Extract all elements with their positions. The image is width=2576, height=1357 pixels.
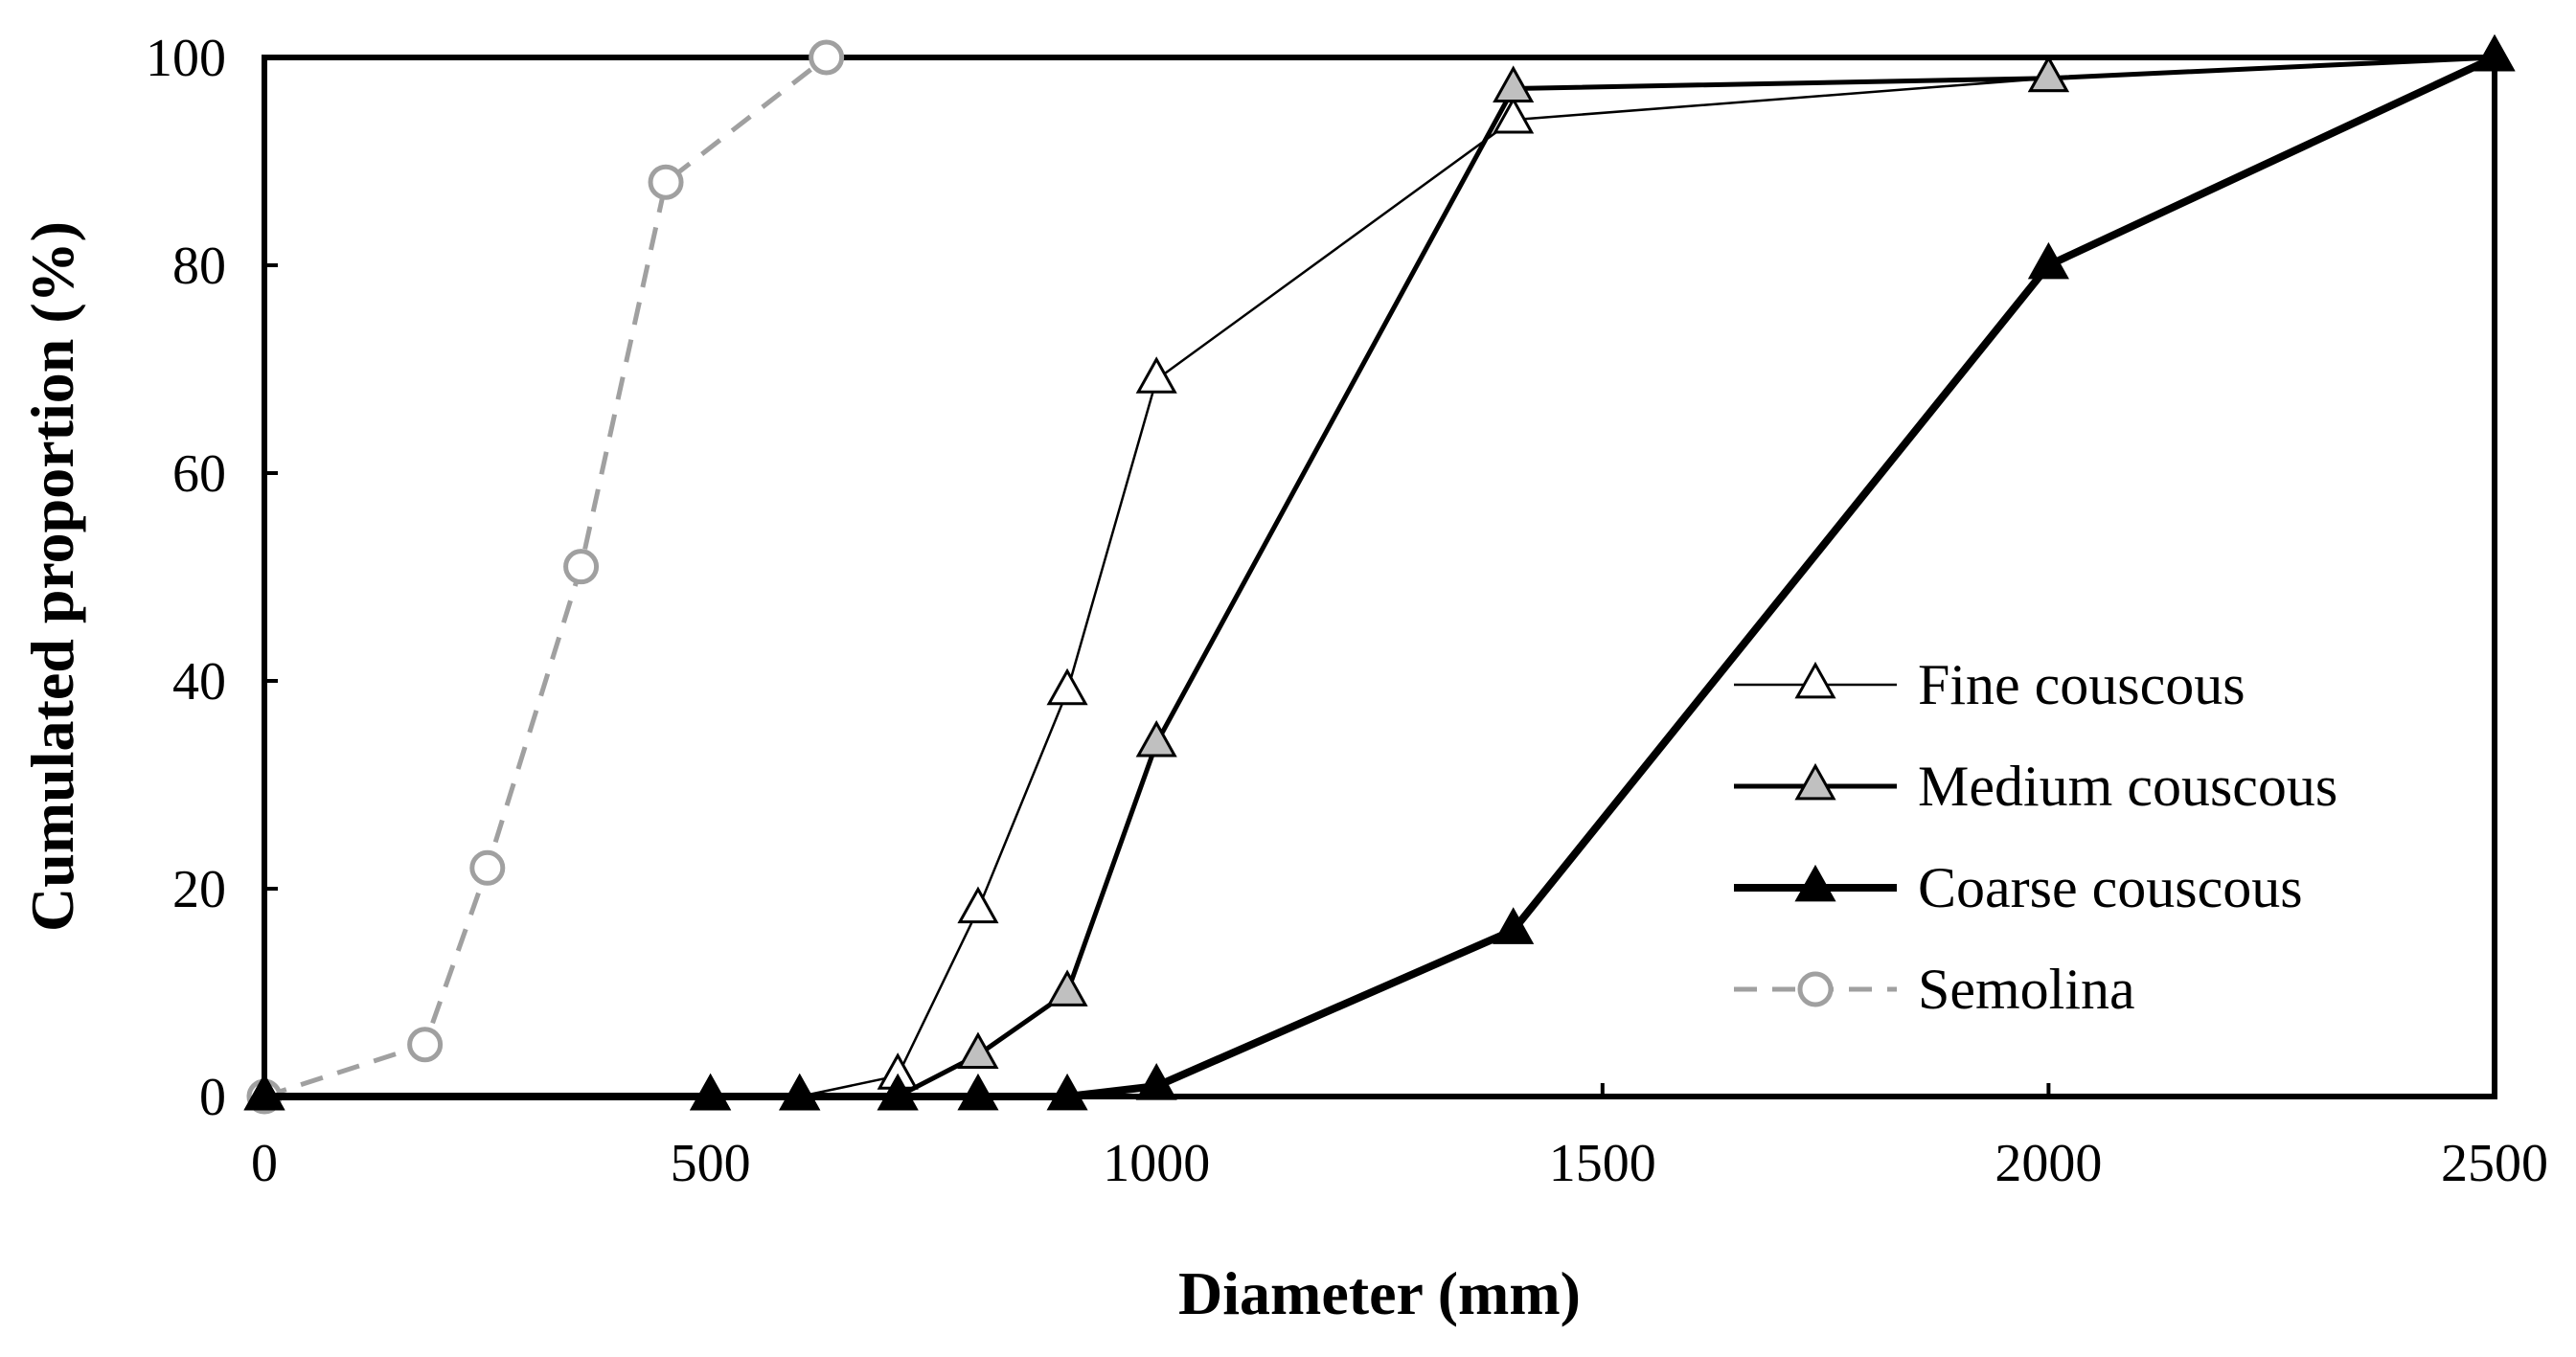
- x-tick-label: 2500: [2441, 1134, 2548, 1193]
- x-tick-label: 2000: [1995, 1134, 2102, 1193]
- legend-entry-coarse-couscous: Coarse couscous: [1734, 856, 2303, 919]
- data-point-coarse-couscous: [2473, 34, 2516, 72]
- legend-label: Semolina: [1918, 958, 2135, 1021]
- y-tick-label: 60: [172, 444, 226, 504]
- legend-entry-medium-couscous: Medium couscous: [1734, 755, 2337, 818]
- x-tick-label: 1500: [1549, 1134, 1656, 1193]
- data-point-coarse-couscous: [2027, 241, 2069, 280]
- series-semolina: [246, 39, 845, 1115]
- data-point-coarse-couscous: [1493, 907, 1535, 944]
- y-tick-label: 80: [172, 237, 226, 296]
- legend-marker: [1794, 864, 1836, 902]
- data-point-semolina: [563, 549, 600, 585]
- x-tick-label: 500: [671, 1134, 751, 1193]
- data-point-semolina: [469, 849, 506, 886]
- legend-marker: [1794, 762, 1836, 801]
- y-tick-label: 100: [146, 29, 226, 88]
- series-line-coarse-couscous: [264, 54, 2496, 1100]
- y-axis-title: Cumulated proportion (%): [18, 221, 86, 932]
- legend: Fine couscous Medium couscous Coarse cousc…: [1734, 653, 2337, 1021]
- legend-label: Medium couscous: [1918, 755, 2337, 818]
- x-tick-label: 0: [251, 1134, 278, 1193]
- data-point-fine-couscous: [1046, 667, 1088, 706]
- y-tick-label: 20: [172, 860, 226, 919]
- data-point-coarse-couscous: [690, 1073, 732, 1111]
- legend-entry-semolina: Semolina: [1734, 958, 2135, 1021]
- legend-label: Coarse couscous: [1918, 856, 2303, 919]
- legend-label: Fine couscous: [1918, 653, 2245, 716]
- data-point-medium-couscous: [957, 1031, 999, 1070]
- data-point-fine-couscous: [1493, 96, 1535, 134]
- legend-marker: [1794, 661, 1836, 699]
- data-point-coarse-couscous: [1135, 1062, 1177, 1100]
- axes: 0 500 1000 1500 2000 2500 0 20 40 60 80 100: [146, 29, 2548, 1193]
- data-point-semolina: [648, 164, 684, 200]
- series-coarse-couscous: [243, 34, 2516, 1111]
- data-point-fine-couscous: [1135, 356, 1177, 394]
- series-layer: [243, 34, 2516, 1115]
- x-axis-title: Diameter (mm): [1178, 1259, 1581, 1327]
- data-point-medium-couscous: [1135, 719, 1177, 758]
- data-point-coarse-couscous: [877, 1073, 919, 1111]
- data-point-medium-couscous: [1046, 969, 1088, 1006]
- y-tick-label: 0: [199, 1068, 226, 1127]
- data-point-medium-couscous: [2027, 55, 2069, 93]
- data-point-coarse-couscous: [957, 1073, 999, 1111]
- data-point-coarse-couscous: [1046, 1073, 1088, 1111]
- data-point-coarse-couscous: [779, 1073, 821, 1111]
- series-line-semolina: [263, 56, 829, 1099]
- data-point-semolina: [407, 1027, 444, 1063]
- data-point-fine-couscous: [957, 886, 999, 924]
- data-point-medium-couscous: [1493, 65, 1535, 102]
- x-tick-label: 1000: [1103, 1134, 1210, 1193]
- data-point-semolina: [809, 39, 845, 76]
- legend-entry-fine-couscous: Fine couscous: [1734, 653, 2245, 716]
- y-tick-label: 40: [172, 652, 226, 712]
- data-point-coarse-couscous: [243, 1073, 285, 1111]
- legend-marker: [1797, 971, 1834, 1007]
